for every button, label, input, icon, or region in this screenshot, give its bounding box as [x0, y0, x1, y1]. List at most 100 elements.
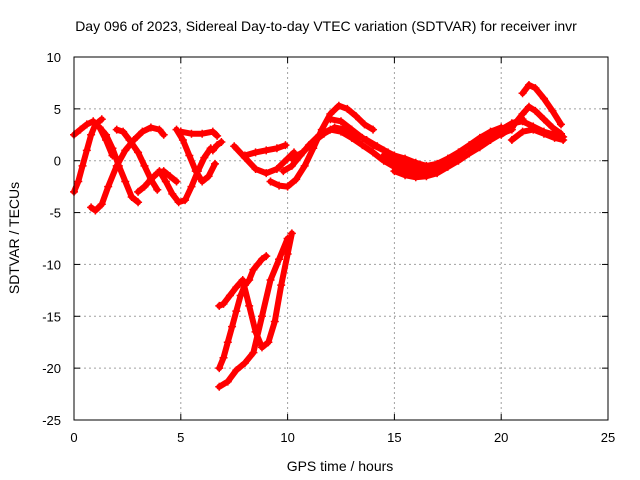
data-point	[217, 138, 226, 147]
data-point	[249, 265, 258, 274]
data-point	[215, 382, 224, 391]
data-point	[230, 142, 239, 151]
data-point	[486, 133, 495, 142]
data-point	[275, 255, 284, 264]
data-point	[121, 146, 130, 155]
data-point	[518, 127, 527, 136]
data-point	[281, 141, 290, 150]
data-point	[497, 130, 506, 139]
data-point	[97, 115, 106, 124]
data-point	[360, 120, 369, 129]
data-point	[343, 104, 352, 113]
data-point	[390, 167, 399, 176]
y-tick-label: -5	[49, 206, 61, 221]
data-point	[270, 317, 279, 326]
data-point	[283, 250, 292, 259]
data-point	[82, 120, 91, 129]
x-tick-label: 5	[177, 430, 184, 445]
data-point	[187, 129, 196, 138]
data-point	[191, 167, 200, 176]
data-point	[262, 169, 271, 178]
data-point	[172, 177, 181, 186]
data-point	[539, 115, 548, 124]
x-axis-label: GPS time / hours	[287, 458, 394, 474]
y-tick-label: 10	[47, 50, 61, 65]
data-point	[465, 141, 474, 150]
data-point	[262, 252, 271, 261]
data-point	[232, 283, 241, 292]
data-point	[283, 182, 292, 191]
data-point	[369, 148, 378, 157]
data-point	[279, 167, 288, 176]
data-point	[298, 148, 307, 157]
data-point	[208, 127, 217, 136]
data-point	[433, 169, 442, 178]
data-point	[379, 151, 388, 160]
data-point	[531, 106, 540, 115]
data-point	[240, 151, 249, 160]
y-tick-label: -10	[42, 257, 61, 272]
data-point	[159, 130, 168, 139]
x-tick-label: 20	[494, 430, 508, 445]
data-point	[168, 189, 177, 198]
data-point	[249, 348, 258, 357]
y-tick-label: -20	[42, 361, 61, 376]
data-point	[275, 181, 284, 190]
data-point	[319, 129, 328, 138]
data-point	[559, 135, 568, 144]
data-point	[358, 141, 367, 150]
data-point	[548, 106, 557, 115]
data-point	[91, 206, 100, 215]
data-point	[208, 146, 217, 155]
data-point	[232, 307, 241, 316]
data-point	[292, 175, 301, 184]
data-point	[443, 162, 452, 171]
data-point	[401, 171, 410, 180]
data-point	[108, 144, 117, 153]
x-tick-label: 10	[280, 430, 294, 445]
data-point	[161, 177, 170, 186]
data-point	[257, 255, 266, 264]
data-point	[347, 125, 356, 134]
data-point	[187, 182, 196, 191]
y-tick-label: -15	[42, 309, 61, 324]
data-point	[125, 135, 134, 144]
data-point	[155, 125, 164, 134]
data-point	[140, 182, 149, 191]
data-point	[134, 198, 143, 207]
data-point	[198, 129, 207, 138]
data-point	[204, 172, 213, 181]
data-point	[97, 200, 106, 209]
data-point	[155, 167, 164, 176]
data-point	[507, 135, 516, 144]
data-point	[309, 138, 318, 147]
data-point	[262, 146, 271, 155]
data-point	[507, 123, 516, 132]
data-point	[223, 338, 232, 347]
data-point	[266, 275, 275, 284]
data-point	[524, 81, 533, 90]
data-point	[176, 127, 185, 136]
data-point	[524, 102, 533, 111]
data-point	[140, 161, 149, 170]
data-point	[181, 196, 190, 205]
data-point	[401, 161, 410, 170]
data-point	[454, 156, 463, 165]
chart-title: Day 096 of 2023, Sidereal Day-to-day VTE…	[75, 18, 577, 34]
data-point	[531, 84, 540, 93]
data-point	[219, 353, 228, 362]
data-point	[326, 115, 335, 124]
data-point	[390, 156, 399, 165]
data-point	[112, 125, 121, 134]
data-point	[283, 234, 292, 243]
data-point	[240, 281, 249, 290]
data-point	[146, 175, 155, 184]
tick-labels: 0 5 10 15 20 25 -25 -20 -15 -10 -5 0 5 10	[42, 50, 615, 445]
data-point	[166, 172, 175, 181]
series-track-20	[498, 103, 564, 138]
data-point	[518, 110, 527, 119]
data-point	[146, 123, 155, 132]
data-point	[174, 198, 183, 207]
data-point	[213, 131, 222, 140]
